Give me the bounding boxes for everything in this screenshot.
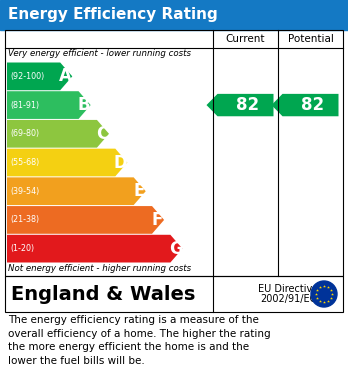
Polygon shape bbox=[271, 94, 339, 116]
Text: EU Directive: EU Directive bbox=[258, 284, 318, 294]
Polygon shape bbox=[7, 91, 90, 119]
Text: (39-54): (39-54) bbox=[10, 187, 39, 196]
Text: (92-100): (92-100) bbox=[10, 72, 44, 81]
Text: (69-80): (69-80) bbox=[10, 129, 39, 138]
Polygon shape bbox=[7, 235, 182, 262]
Text: Not energy efficient - higher running costs: Not energy efficient - higher running co… bbox=[8, 264, 191, 273]
Text: F: F bbox=[152, 211, 163, 229]
Text: E: E bbox=[133, 182, 145, 200]
Text: (81-91): (81-91) bbox=[10, 100, 39, 109]
Polygon shape bbox=[7, 206, 164, 234]
Text: The energy efficiency rating is a measure of the
overall efficiency of a home. T: The energy efficiency rating is a measur… bbox=[8, 315, 271, 366]
Text: Very energy efficient - lower running costs: Very energy efficient - lower running co… bbox=[8, 49, 191, 58]
Text: 82: 82 bbox=[301, 96, 324, 114]
Text: C: C bbox=[96, 125, 109, 143]
Polygon shape bbox=[7, 63, 72, 90]
Text: G: G bbox=[169, 240, 183, 258]
Polygon shape bbox=[206, 94, 274, 116]
Polygon shape bbox=[7, 178, 146, 205]
Text: Potential: Potential bbox=[287, 34, 333, 44]
Text: (55-68): (55-68) bbox=[10, 158, 39, 167]
Text: 2002/91/EC: 2002/91/EC bbox=[260, 294, 316, 304]
Text: Energy Efficiency Rating: Energy Efficiency Rating bbox=[8, 7, 218, 23]
Text: England & Wales: England & Wales bbox=[11, 285, 195, 303]
Bar bbox=[5, 276, 343, 312]
Text: (1-20): (1-20) bbox=[10, 244, 34, 253]
Bar bbox=[0, 0, 348, 30]
Text: D: D bbox=[114, 154, 128, 172]
Text: 82: 82 bbox=[236, 96, 259, 114]
Polygon shape bbox=[7, 120, 109, 148]
Text: (21-38): (21-38) bbox=[10, 215, 39, 224]
Text: Current: Current bbox=[226, 34, 265, 44]
Text: B: B bbox=[78, 96, 90, 114]
Circle shape bbox=[311, 281, 337, 307]
Text: A: A bbox=[59, 67, 72, 85]
Polygon shape bbox=[7, 149, 127, 176]
Bar bbox=[5, 30, 343, 276]
